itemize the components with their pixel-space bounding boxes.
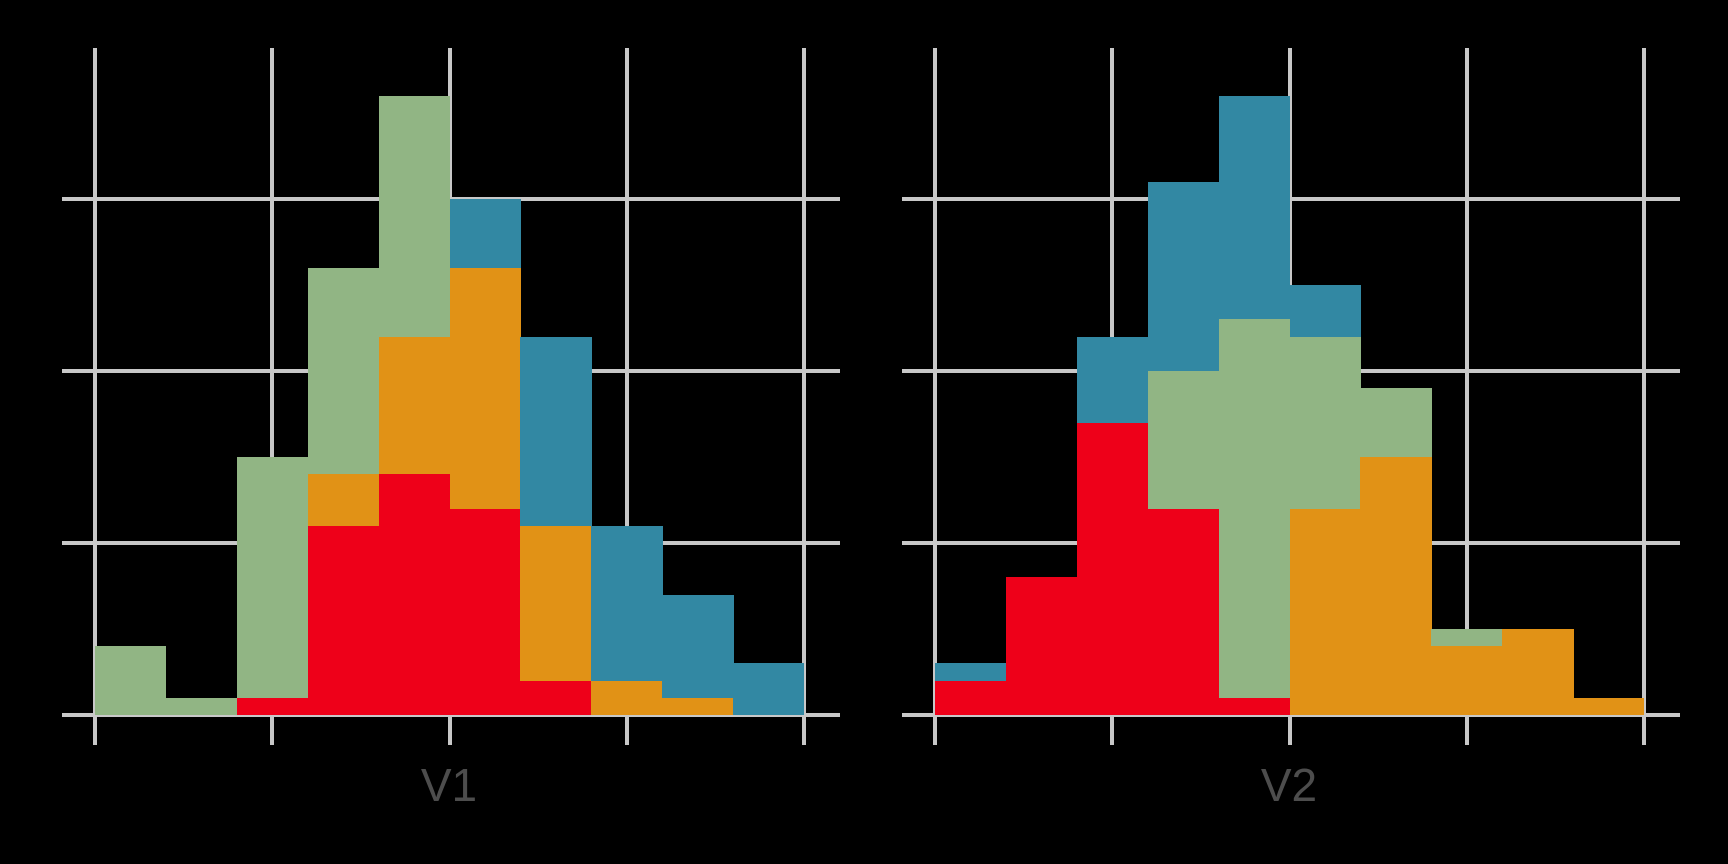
bar-segment-green bbox=[236, 457, 309, 698]
bar-segment-red bbox=[1147, 508, 1220, 715]
gridline-vertical bbox=[1642, 48, 1646, 745]
gridline-vertical bbox=[624, 48, 629, 745]
bar-segment-blue bbox=[591, 525, 663, 681]
bar-segment-orange bbox=[1502, 629, 1574, 715]
bar-segment-orange bbox=[591, 680, 663, 715]
bar-segment-red bbox=[520, 680, 592, 715]
bar-segment-blue bbox=[449, 199, 521, 268]
bar-segment-green bbox=[1431, 629, 1503, 647]
gridline-vertical bbox=[1464, 48, 1469, 745]
bar-segment-blue bbox=[1218, 95, 1290, 320]
bar-segment-blue bbox=[520, 336, 592, 526]
bar-segment-orange bbox=[1573, 697, 1645, 715]
bar-segment-red bbox=[449, 508, 521, 715]
bar-segment-green bbox=[1147, 371, 1220, 509]
bar-segment-orange bbox=[1289, 508, 1361, 715]
bar-segment-blue bbox=[733, 663, 805, 715]
bar-segment-red bbox=[1005, 577, 1078, 715]
bar-segment-green bbox=[1218, 319, 1290, 698]
bar-segment-orange bbox=[307, 474, 380, 526]
histogram-panel-v1 bbox=[62, 48, 840, 745]
bar-segment-orange bbox=[662, 697, 734, 715]
gridline-vertical bbox=[933, 48, 937, 745]
x-axis-label-v2: V2 bbox=[1260, 759, 1318, 811]
gridline-vertical bbox=[802, 48, 806, 745]
gridline-vertical bbox=[270, 48, 275, 745]
bar-segment-red bbox=[307, 525, 380, 715]
bar-segment-blue bbox=[1289, 285, 1361, 337]
bar-segment-green bbox=[378, 95, 450, 337]
bar-segment-green bbox=[1289, 336, 1361, 509]
gridline-vertical bbox=[93, 48, 97, 745]
bar-segment-red bbox=[1076, 422, 1149, 715]
bar-segment-red bbox=[236, 697, 309, 715]
bar-segment-green bbox=[165, 697, 238, 715]
bar-segment-green bbox=[1360, 388, 1432, 457]
bar-segment-blue bbox=[662, 594, 734, 698]
bar-segment-orange bbox=[1360, 457, 1432, 715]
bar-segment-green bbox=[307, 267, 380, 475]
bar-segment-orange bbox=[449, 267, 521, 509]
bar-segment-orange bbox=[1431, 646, 1503, 715]
bar-segment-blue bbox=[935, 663, 1007, 681]
bar-segment-red bbox=[935, 680, 1007, 715]
bar-segment-blue bbox=[1076, 336, 1149, 423]
bar-segment-orange bbox=[378, 336, 450, 475]
x-axis-label-v1: V1 bbox=[420, 759, 478, 811]
bar-segment-blue bbox=[1147, 181, 1220, 371]
bar-segment-orange bbox=[520, 525, 592, 681]
bar-segment-red bbox=[1218, 697, 1290, 715]
bar-segment-red bbox=[378, 474, 450, 715]
bar-segment-green bbox=[95, 646, 167, 715]
